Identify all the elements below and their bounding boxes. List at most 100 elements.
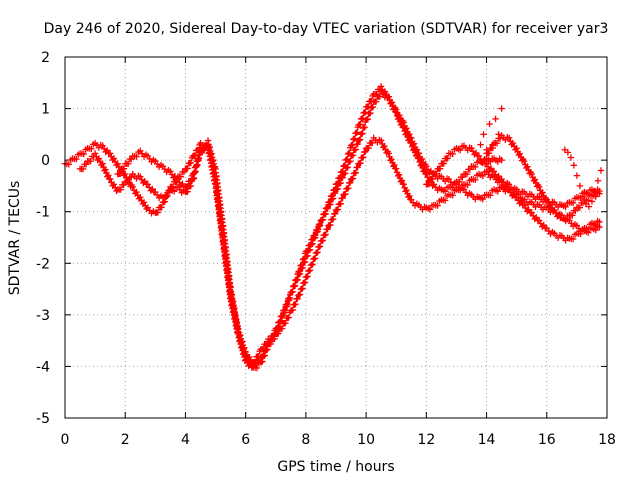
data-point [87, 158, 94, 165]
data-point [429, 182, 436, 190]
data-point [472, 176, 479, 183]
data-point [292, 301, 299, 308]
data-point [334, 180, 341, 187]
data-point [531, 176, 539, 183]
data-point [398, 177, 406, 184]
data-point [170, 188, 178, 195]
y-tick-label: -2 [36, 256, 50, 272]
data-point [275, 330, 282, 337]
x-tick-label: 10 [357, 432, 375, 448]
data-point [140, 199, 148, 206]
data-point [306, 246, 314, 253]
data-point [569, 199, 577, 207]
data-point [434, 202, 441, 209]
data-point [102, 166, 109, 173]
data-point [286, 294, 294, 302]
data-point [349, 141, 356, 148]
data-point [393, 165, 400, 173]
data-point [486, 120, 493, 128]
data-point [133, 153, 140, 160]
data-point [388, 155, 395, 163]
data-point [195, 157, 202, 164]
data-point [296, 270, 304, 277]
x-tick-label: 16 [538, 432, 556, 448]
data-point [415, 150, 423, 157]
data-point [596, 190, 603, 197]
data-point [316, 243, 324, 250]
data-point [449, 150, 456, 158]
x-tick-label: 2 [121, 432, 130, 448]
y-tick-label: -3 [36, 308, 50, 324]
data-point [457, 146, 464, 154]
data-point [441, 197, 449, 204]
data-point [311, 234, 319, 241]
data-point [345, 184, 352, 192]
data-point [361, 123, 368, 131]
data-point [569, 235, 577, 243]
data-point [246, 356, 253, 363]
y-tick-label: 2 [41, 50, 50, 66]
data-point [406, 192, 413, 200]
data-point [520, 157, 528, 165]
data-point [528, 170, 535, 178]
data-point [591, 187, 599, 195]
x-tick-label: 18 [598, 432, 616, 448]
data-point [73, 155, 80, 163]
data-point [184, 165, 191, 172]
data-point [65, 161, 72, 168]
data-point [480, 131, 487, 138]
data-point [314, 228, 321, 235]
data-point [584, 229, 592, 236]
data-point [143, 205, 150, 213]
data-point [516, 150, 524, 157]
data-point [331, 186, 339, 193]
data-point [592, 193, 599, 200]
data-point [351, 135, 359, 142]
points-layer [61, 83, 605, 372]
data-point [331, 210, 339, 217]
data-point [267, 337, 274, 345]
data-point [88, 145, 95, 153]
data-point [110, 181, 118, 188]
data-point [562, 203, 569, 211]
data-point [341, 162, 349, 169]
data-point [296, 291, 304, 298]
data-point [573, 172, 581, 179]
data-point [597, 167, 605, 174]
data-point [354, 140, 361, 148]
data-point [326, 198, 334, 205]
data-point [400, 181, 407, 188]
data-point [242, 351, 249, 358]
data-point [579, 193, 587, 200]
data-point [505, 134, 513, 142]
data-point [381, 142, 388, 150]
data-point [498, 156, 505, 164]
data-point [543, 196, 550, 203]
data-point [367, 109, 374, 117]
data-point [493, 139, 501, 147]
data-point [377, 137, 385, 144]
data-point [403, 125, 410, 132]
data-point [513, 145, 520, 152]
data-point [400, 119, 407, 126]
y-tick-label: 0 [41, 153, 50, 169]
data-point [365, 144, 372, 152]
data-point [353, 129, 361, 136]
data-point [487, 192, 494, 199]
data-point [162, 194, 170, 201]
y-tick-label: -4 [36, 359, 50, 375]
data-point [477, 141, 484, 148]
data-point [106, 175, 114, 183]
data-point [324, 225, 331, 233]
data-point [584, 197, 592, 204]
data-point [289, 288, 296, 296]
data-point [361, 148, 369, 155]
data-point [301, 279, 309, 286]
data-point [187, 177, 195, 185]
y-tick-label: 1 [41, 102, 50, 118]
data-point [106, 150, 114, 157]
data-point [463, 170, 471, 178]
data-point [337, 200, 344, 207]
data-point [564, 149, 572, 156]
